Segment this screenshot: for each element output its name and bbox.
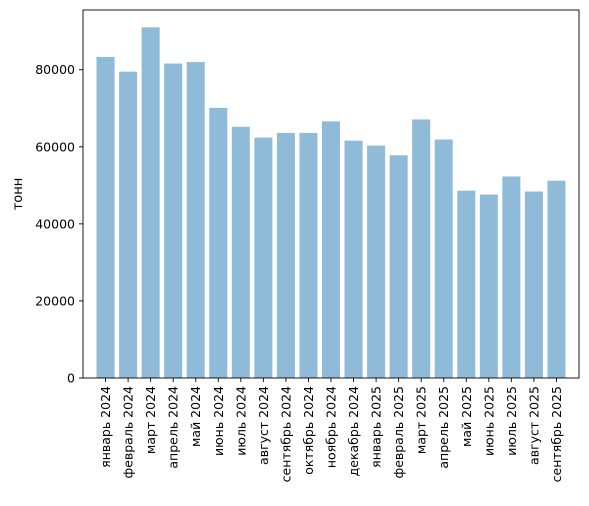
bar-19 <box>502 176 521 378</box>
x-tick-label: апрель 2024 <box>166 386 181 469</box>
bar-5 <box>186 62 205 379</box>
bar-3 <box>141 27 160 379</box>
bar-16 <box>434 139 453 378</box>
x-tick-label: июль 2024 <box>233 386 248 456</box>
x-axis: январь 2024 февраль 2024 март 2024 апрель 2… <box>98 378 564 482</box>
x-tick-label: февраль 2024 <box>121 386 136 479</box>
y-axis: 0 20000 40000 60000 80000 <box>35 62 83 386</box>
y-tick-label: 40000 <box>35 216 75 231</box>
x-tick-label: июнь 2024 <box>211 386 226 456</box>
x-tick-label: февраль 2025 <box>391 386 406 478</box>
y-tick-label: 20000 <box>35 293 75 308</box>
x-tick-label: май 2025 <box>459 386 474 447</box>
bar-6 <box>209 107 228 379</box>
bar-10 <box>299 132 318 378</box>
x-tick-label: июнь 2025 <box>481 386 496 456</box>
bar-12 <box>344 140 363 378</box>
x-tick-label: март 2025 <box>414 386 429 454</box>
y-tick-label: 60000 <box>35 139 75 154</box>
x-tick-label: октябрь 2024 <box>301 386 316 475</box>
bar-11 <box>321 121 341 379</box>
bar-1 <box>96 57 115 379</box>
x-tick-label: ноябрь 2024 <box>324 386 339 468</box>
x-tick-label: январь 2024 <box>98 386 113 468</box>
bar-21 <box>547 180 566 378</box>
bar-15 <box>412 119 431 378</box>
bar-18 <box>479 194 498 378</box>
bar-2 <box>119 71 138 378</box>
bar-9 <box>276 132 295 378</box>
y-tick-label: 80000 <box>35 62 75 77</box>
x-tick-label: апрель 2025 <box>436 386 451 469</box>
x-tick-label: август 2025 <box>526 386 541 465</box>
x-tick-label: январь 2025 <box>369 386 384 468</box>
y-tick-label: 0 <box>67 371 75 386</box>
x-tick-label: май 2024 <box>188 386 203 447</box>
bar-20 <box>524 191 543 378</box>
bar-7 <box>231 126 250 378</box>
bar-17 <box>457 190 476 378</box>
bar-13 <box>367 145 386 378</box>
x-tick-label: август 2024 <box>256 386 271 465</box>
x-tick-label: сентябрь 2024 <box>278 386 293 482</box>
x-tick-label: март 2024 <box>143 386 158 454</box>
bars-group <box>96 27 566 379</box>
bar-8 <box>254 137 273 378</box>
bar-4 <box>164 63 183 378</box>
x-tick-label: июль 2025 <box>504 386 519 456</box>
y-axis-label: тонн <box>11 178 26 211</box>
x-tick-label: сентябрь 2025 <box>549 386 564 482</box>
x-tick-label: декабрь 2024 <box>346 386 361 476</box>
bar-14 <box>389 155 408 378</box>
